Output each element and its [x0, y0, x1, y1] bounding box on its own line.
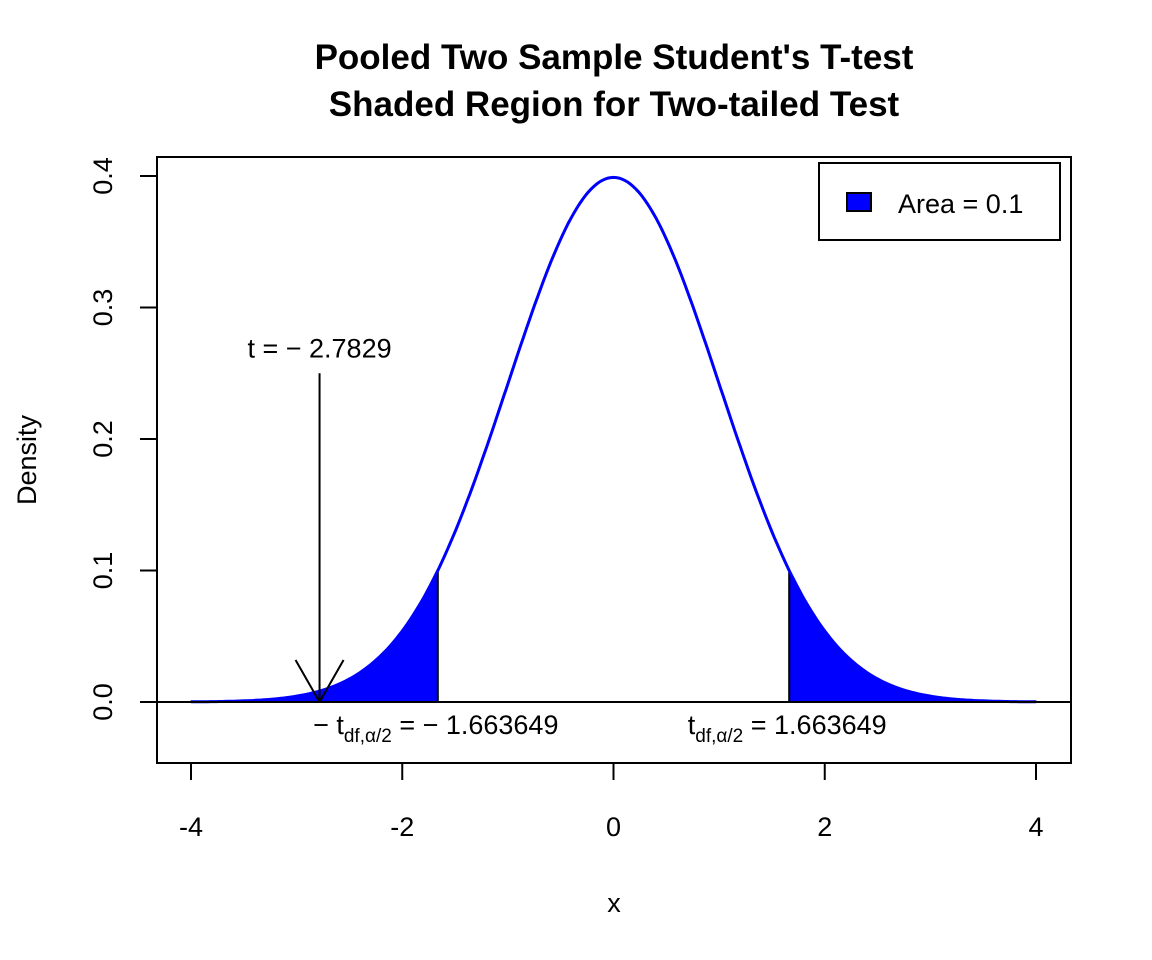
chart-title: Pooled Two Sample Student's T-test [315, 38, 914, 77]
y-axis: 0.0 0.1 0.2 0.3 0.4 [88, 157, 158, 721]
density-curve [191, 175, 1036, 704]
plot-frame [156, 156, 1072, 764]
y-tick-label: 0.3 [88, 289, 118, 327]
test-statistic-label: t = − 2.7829 [247, 333, 391, 363]
arrow-head-left [294, 659, 321, 703]
density-curve-layer [191, 175, 1036, 704]
y-tick-label: 0.4 [88, 157, 118, 195]
x-tick-label: 2 [817, 812, 832, 842]
arrow-head-right [318, 659, 345, 703]
y-tick-label: 0.2 [88, 420, 118, 458]
x-tick-label: 4 [1028, 812, 1043, 842]
right-tail-region [788, 570, 1037, 703]
x-axis-title: x [607, 888, 621, 918]
upper-critical-rhs: = 1.663649 [743, 710, 886, 740]
upper-critical-value-label: tdf,α/2 = 1.663649 [688, 710, 887, 747]
lower-critical-rhs: = − 1.663649 [392, 710, 559, 740]
x-axis: -4 -2 0 2 4 [179, 762, 1044, 842]
upper-critical-subscript: df,α/2 [695, 726, 743, 747]
left-tail-region [190, 570, 439, 703]
y-axis-title: Density [12, 414, 42, 505]
upper-critical-main: t [688, 710, 696, 740]
chart-subtitle: Shaded Region for Two-tailed Test [329, 85, 900, 124]
legend-label: Area = 0.1 [898, 189, 1023, 219]
x-tick-label: -4 [179, 812, 203, 842]
x-tick-label: 0 [606, 812, 621, 842]
y-tick-label: 0.1 [88, 552, 118, 590]
x-tick-label: -2 [390, 812, 414, 842]
lower-critical-main: − t [313, 710, 344, 740]
legend-swatch [846, 192, 872, 212]
shaded-regions [190, 570, 1037, 703]
legend: Area = 0.1 [818, 162, 1061, 241]
lower-critical-value-label: − tdf,α/2 = − 1.663649 [313, 710, 558, 747]
y-tick-label: 0.0 [88, 683, 118, 721]
lower-critical-subscript: df,α/2 [344, 726, 392, 747]
test-statistic-arrow [294, 373, 345, 703]
